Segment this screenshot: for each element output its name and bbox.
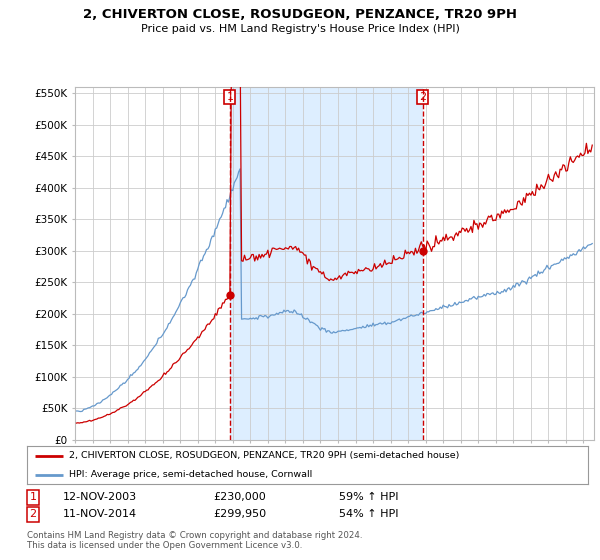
- Text: 2: 2: [419, 92, 427, 102]
- Text: 12-NOV-2003: 12-NOV-2003: [63, 492, 137, 502]
- Text: 59% ↑ HPI: 59% ↑ HPI: [339, 492, 398, 502]
- Text: 11-NOV-2014: 11-NOV-2014: [63, 509, 137, 519]
- Text: 2: 2: [29, 509, 37, 519]
- Text: 54% ↑ HPI: 54% ↑ HPI: [339, 509, 398, 519]
- Text: 1: 1: [226, 92, 233, 102]
- Text: 2, CHIVERTON CLOSE, ROSUDGEON, PENZANCE, TR20 9PH: 2, CHIVERTON CLOSE, ROSUDGEON, PENZANCE,…: [83, 8, 517, 21]
- Text: £299,950: £299,950: [213, 509, 266, 519]
- Bar: [230, 87, 423, 440]
- Text: 2, CHIVERTON CLOSE, ROSUDGEON, PENZANCE, TR20 9PH (semi-detached house): 2, CHIVERTON CLOSE, ROSUDGEON, PENZANCE,…: [69, 451, 460, 460]
- Text: Price paid vs. HM Land Registry's House Price Index (HPI): Price paid vs. HM Land Registry's House …: [140, 24, 460, 34]
- Text: 1: 1: [29, 492, 37, 502]
- Text: HPI: Average price, semi-detached house, Cornwall: HPI: Average price, semi-detached house,…: [69, 470, 313, 479]
- Text: £230,000: £230,000: [213, 492, 266, 502]
- Text: Contains HM Land Registry data © Crown copyright and database right 2024.
This d: Contains HM Land Registry data © Crown c…: [27, 531, 362, 550]
